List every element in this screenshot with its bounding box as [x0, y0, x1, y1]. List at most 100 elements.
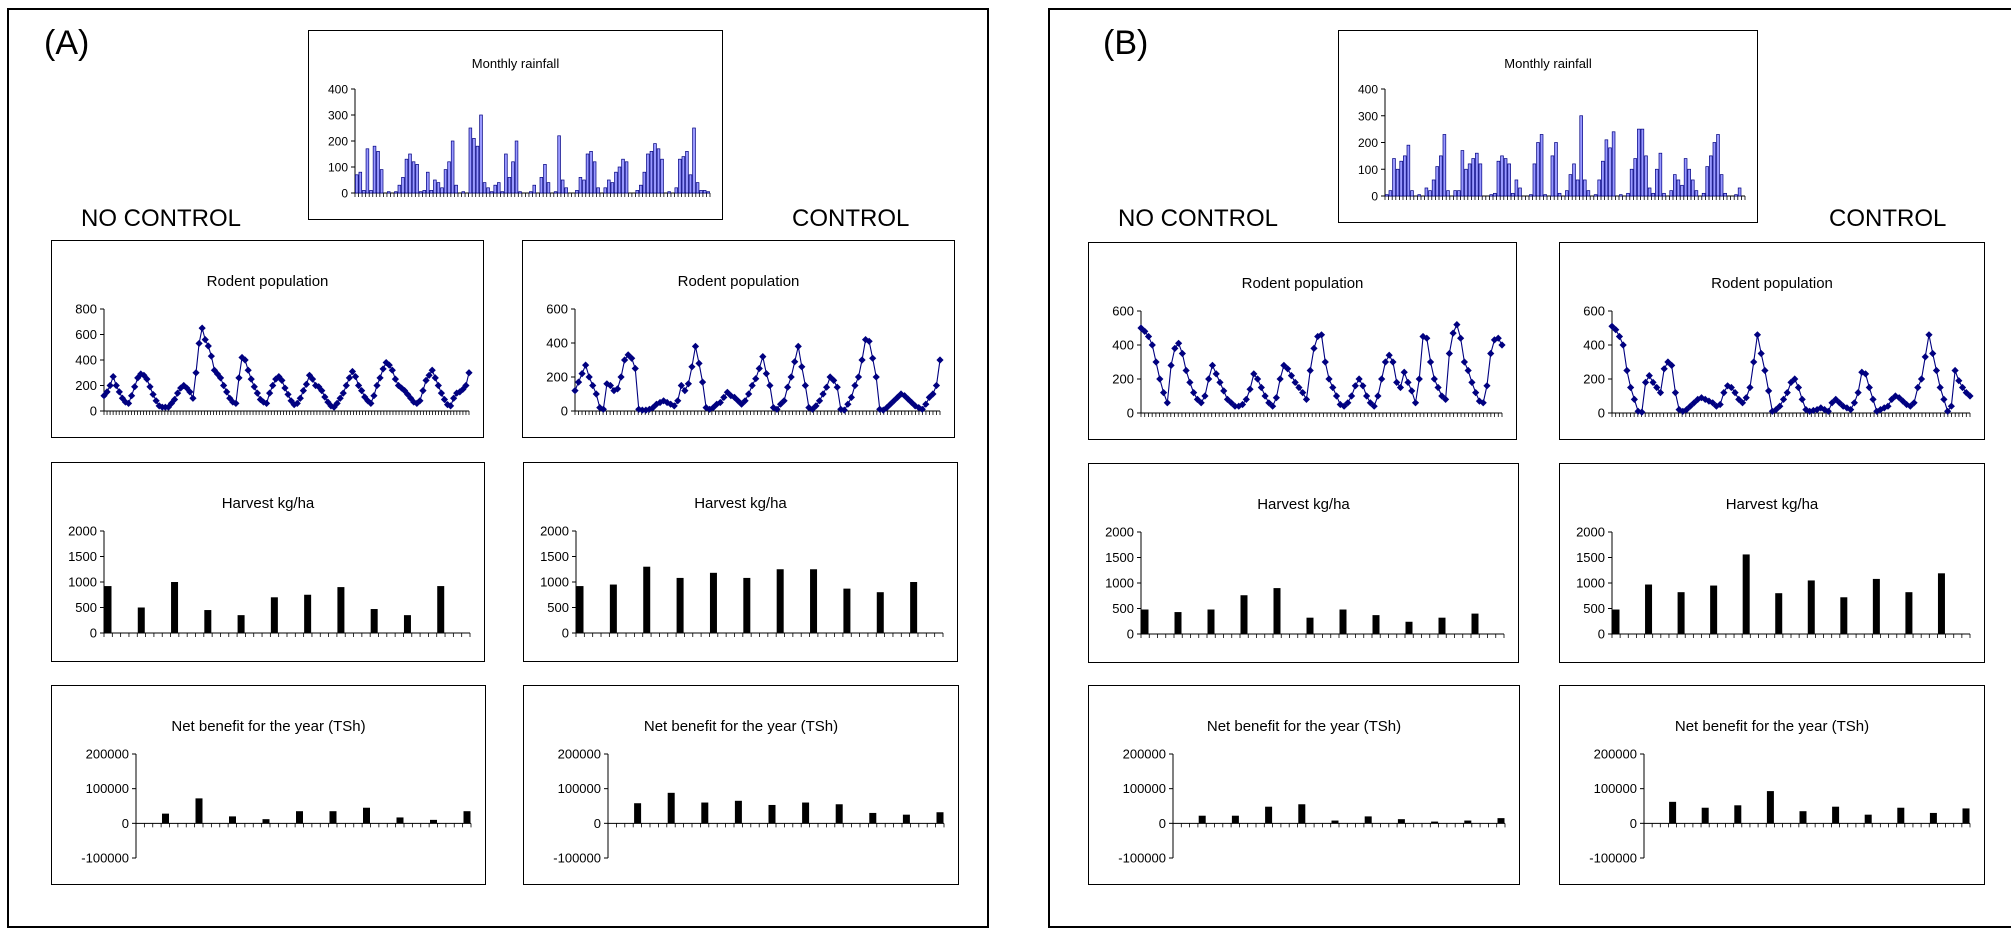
bar	[1694, 190, 1699, 197]
data-point	[890, 397, 898, 405]
bar	[430, 819, 437, 824]
y-tick-label: 400	[1583, 338, 1605, 353]
bar	[386, 191, 391, 194]
data-point	[201, 336, 209, 344]
bar	[1929, 812, 1937, 824]
bar	[1467, 163, 1472, 197]
y-tick-label: 400	[1112, 338, 1134, 353]
chart-title: Net benefit for the year (TSh)	[644, 718, 838, 735]
bar	[578, 177, 583, 194]
bar	[1701, 807, 1709, 824]
bar	[1439, 155, 1443, 197]
chart-b-rodent-no-control: Rodent population 0 200 400 600	[1088, 242, 1517, 440]
data-point	[698, 378, 707, 386]
data-point	[1962, 389, 1970, 397]
bar	[229, 816, 236, 824]
bar	[1339, 609, 1347, 634]
bar	[1658, 152, 1663, 197]
bar	[500, 191, 505, 194]
bar	[468, 127, 473, 194]
bar	[1864, 814, 1872, 824]
data-point	[858, 356, 866, 364]
bar	[365, 148, 370, 194]
data-point	[1156, 375, 1164, 383]
data-point	[1936, 383, 1944, 392]
data-point	[1839, 402, 1847, 410]
data-point	[1389, 358, 1397, 366]
data-point	[287, 397, 295, 405]
data-point	[1483, 382, 1491, 390]
data-point	[1498, 341, 1506, 349]
data-point	[606, 381, 615, 390]
data-point	[431, 374, 439, 382]
data-point	[911, 402, 919, 410]
data-point	[1144, 332, 1153, 341]
bar	[582, 179, 586, 194]
data-point	[1940, 395, 1948, 403]
data-point	[1159, 389, 1168, 397]
data-point	[1325, 375, 1333, 383]
data-point	[299, 387, 307, 395]
data-point	[628, 354, 636, 362]
data-point	[837, 405, 845, 413]
chart-svg: Harvest kg/ha 0 500 1000 1500 2000	[1105, 496, 1505, 642]
chart-b-rainfall: Monthly rainfall 0 100 200 300 400	[1338, 30, 1758, 223]
bar	[1446, 190, 1450, 197]
bar	[1897, 807, 1905, 824]
bar	[1464, 168, 1468, 197]
bar	[1457, 190, 1461, 197]
chart-title: Harvest kg/ha	[694, 495, 787, 512]
bar	[685, 151, 689, 194]
data-point	[1434, 383, 1442, 392]
bar	[843, 588, 851, 633]
bar	[575, 190, 579, 194]
data-point	[220, 381, 228, 390]
bar	[1405, 621, 1413, 634]
data-point	[1716, 400, 1724, 409]
data-point	[379, 365, 387, 373]
data-point	[883, 404, 891, 412]
data-point	[1205, 375, 1213, 383]
data-point	[1175, 339, 1183, 347]
data-point	[1197, 399, 1205, 407]
chart-b-rodent-control: Rodent population 0 200 400 600	[1559, 242, 1985, 440]
data-point	[798, 363, 806, 371]
bar	[1712, 142, 1717, 197]
bar	[1385, 194, 1389, 197]
y-tick-label: 500	[547, 600, 569, 615]
bar	[1428, 190, 1432, 197]
chart-svg: Rodent population 0 200 400 600	[546, 273, 944, 419]
data-point	[1627, 383, 1635, 392]
bar	[639, 184, 643, 194]
bar	[635, 190, 639, 194]
data-point	[152, 397, 160, 405]
bar	[1937, 573, 1945, 634]
bar	[706, 191, 710, 194]
data-point	[1850, 399, 1858, 407]
data-point	[247, 375, 255, 383]
data-point	[787, 373, 795, 381]
data-point	[1370, 402, 1378, 410]
data-point	[1494, 334, 1502, 342]
y-tick-label: 1500	[540, 549, 569, 564]
y-tick-label: 0	[1598, 627, 1605, 642]
data-point	[748, 381, 756, 390]
data-point	[223, 388, 231, 396]
bar	[1410, 190, 1414, 197]
chart-svg: Rodent population 0 200 400 600	[1583, 275, 1974, 421]
y-tick-label: 600	[75, 327, 97, 342]
bar	[394, 191, 398, 194]
data-point	[324, 398, 332, 406]
data-point	[1694, 395, 1702, 403]
data-point	[1261, 392, 1269, 400]
bar	[1518, 187, 1522, 197]
data-point	[1152, 358, 1160, 366]
data-point	[312, 381, 320, 390]
bar	[1593, 194, 1598, 197]
data-point	[904, 395, 912, 403]
data-point	[617, 373, 625, 381]
data-point	[1865, 383, 1873, 392]
bar	[358, 171, 363, 194]
bar	[337, 587, 345, 633]
bar	[493, 184, 497, 194]
